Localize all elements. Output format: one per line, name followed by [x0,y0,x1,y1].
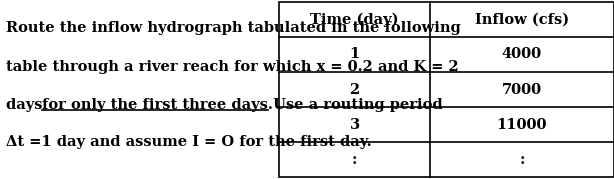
Text: table through a river reach for which x = 0.2 and K = 2: table through a river reach for which x … [6,60,459,74]
Text: Δt =1 day and assume I = O for the first day.: Δt =1 day and assume I = O for the first… [6,135,371,149]
Text: 1: 1 [349,47,360,61]
Text: 4000: 4000 [502,47,542,61]
Text: :: : [352,153,357,167]
Text: days: days [6,98,48,112]
Text: Use a routing period: Use a routing period [268,98,443,112]
Text: :: : [519,153,524,167]
Text: Time (day): Time (day) [310,12,399,26]
Text: 3: 3 [349,118,360,132]
Text: Inflow (cfs): Inflow (cfs) [475,12,569,26]
Text: for only the first three days.: for only the first three days. [42,98,273,112]
Bar [279,2,614,177]
Text: 11000: 11000 [497,118,547,132]
Text: 7000: 7000 [502,83,542,96]
Text: Route the inflow hydrograph tabulated in the following: Route the inflow hydrograph tabulated in… [6,21,461,35]
Text: 2: 2 [349,83,360,96]
